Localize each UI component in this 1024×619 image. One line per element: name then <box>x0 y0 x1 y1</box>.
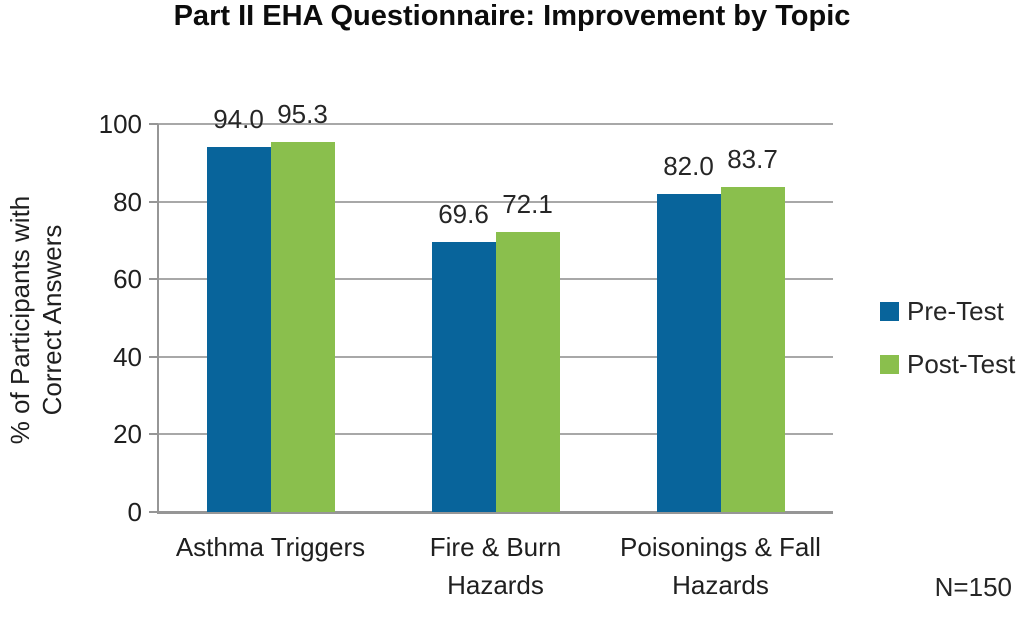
y-tick-0 <box>149 511 158 513</box>
y-tick-60 <box>149 278 158 281</box>
x-category-label-asthma-triggers: Asthma Triggers <box>175 532 366 562</box>
gridline-100 <box>158 123 833 125</box>
legend-item-post-test: Post-Test <box>880 351 1015 377</box>
x-category-label-fire-burn: Fire & Burn Hazards <box>429 532 562 600</box>
bar-pre-test-poisonings-fall <box>656 193 721 512</box>
y-axis-line <box>157 124 159 514</box>
legend: Pre-Test Post-Test <box>880 298 1015 377</box>
value-label-post-test-asthma-triggers: 95.3 <box>277 99 328 130</box>
y-tick-40 <box>149 355 158 358</box>
x-category-label-poisonings-fall: Poisonings & Fall Hazards <box>620 532 821 600</box>
legend-swatch-post-test <box>880 354 899 374</box>
value-label-pre-test-asthma-triggers: 94.0 <box>213 104 264 135</box>
y-tick-label-40: 40 <box>113 341 142 372</box>
y-tick-20 <box>149 433 158 436</box>
y-tick-label-80: 80 <box>113 186 142 217</box>
bar-post-test-asthma-triggers <box>270 142 335 512</box>
gridline-0 <box>158 511 833 514</box>
bar-pre-test-fire-burn <box>431 241 496 512</box>
sample-size-note: N=150 <box>934 572 1012 602</box>
gridline-80 <box>158 200 833 203</box>
chart-title: Part II EHA Questionnaire: Improvement b… <box>173 0 851 32</box>
y-tick-label-20: 20 <box>113 419 142 450</box>
y-tick-label-0: 0 <box>127 497 142 527</box>
y-tick-label-100: 100 <box>98 109 142 139</box>
y-tick-label-60: 60 <box>113 264 142 295</box>
legend-swatch-pre-test <box>880 301 899 321</box>
value-label-post-test-fire-burn: 72.1 <box>502 189 553 220</box>
value-label-post-test-poisonings-fall: 83.7 <box>727 144 778 175</box>
value-label-pre-test-poisonings-fall: 82.0 <box>663 150 714 181</box>
legend-label-pre-test: Pre-Test <box>907 296 1004 326</box>
legend-label-post-test: Post-Test <box>907 349 1016 379</box>
bar-post-test-fire-burn <box>495 232 560 512</box>
bar-post-test-poisonings-fall <box>720 187 785 512</box>
bar-pre-test-asthma-triggers <box>206 147 271 512</box>
legend-item-pre-test: Pre-Test <box>880 298 1015 324</box>
y-tick-100 <box>149 123 158 125</box>
value-label-pre-test-fire-burn: 69.6 <box>438 198 489 229</box>
y-tick-80 <box>149 200 158 203</box>
